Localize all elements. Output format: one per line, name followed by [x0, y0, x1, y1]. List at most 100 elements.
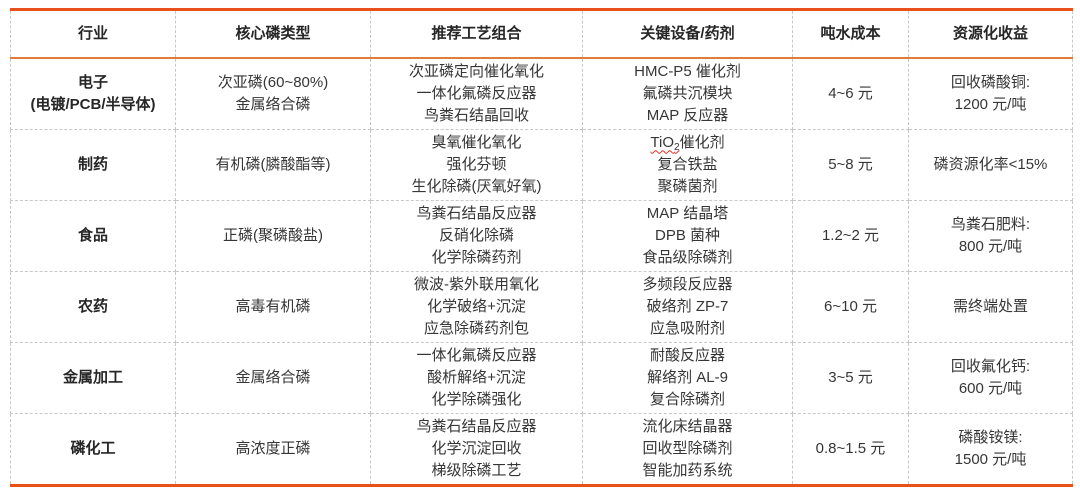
cell-line: 鸟粪石肥料: — [950, 215, 1031, 233]
cell-line: (电镀/PCB/半导体) — [30, 95, 156, 113]
cell-line: 复合除磷剂 — [649, 390, 725, 408]
cell-line: 化学除磷药剂 — [431, 248, 522, 266]
cell-line: 4~6 元 — [828, 84, 873, 102]
cell-line: 强化芬顿 — [446, 155, 507, 173]
cell-equipment: MAP 结晶塔 DPB 菌种 食品级除磷剂 — [582, 199, 793, 272]
cell-line: 磷资源化率<15% — [933, 155, 1048, 173]
cell-line: 6~10 元 — [824, 297, 877, 315]
cell-equipment: 多频段反应器 破络剂 ZP-7 应急吸附剂 — [582, 270, 793, 343]
cell-phosphorus: 正磷(聚磷酸盐) — [175, 199, 371, 272]
cell-line: 800 元/吨 — [958, 237, 1023, 255]
cell-line: 应急吸附剂 — [649, 319, 725, 337]
cell-industry: 农药 — [10, 270, 176, 343]
cell-line: HMC-P5 催化剂 — [634, 62, 741, 80]
cell-line: 梯级除磷工艺 — [431, 461, 522, 479]
cell-benefit: 鸟粪石肥料: 800 元/吨 — [908, 199, 1073, 272]
table-row: 磷化工 高浓度正磷 鸟粪石结晶反应器 化学沉淀回收 梯级除磷工艺 流化床结晶器 回收型除磷剂… — [10, 412, 1073, 487]
cell-process: 臭氧催化氧化 强化芬顿生化除磷(厌氧好氧) — [370, 128, 583, 201]
cell-line: 鸟粪石结晶反应器 — [416, 417, 537, 435]
cell-line: 化学破络+沉淀 — [427, 297, 526, 315]
cell-line: 农药 — [77, 297, 108, 315]
cell-line: 破络剂 ZP-7 — [646, 297, 729, 315]
cell-line: 臭氧催化氧化 — [431, 133, 522, 151]
cell-line: 次亚磷定向催化氧化 — [408, 62, 544, 80]
column-header-process: 推荐工艺组合 — [370, 8, 583, 59]
cell-phosphorus: 次亚磷(60~80%) 金属络合磷 — [175, 57, 371, 130]
cell-cost: 5~8 元 — [792, 128, 909, 201]
cell-line: 电子 — [77, 73, 108, 91]
cell-line: 复合铁盐 — [657, 155, 718, 173]
table-row: 农药 高毒有机磷 微波-紫外联用氧化 化学破络+沉淀 应急除磷药剂包 多频段反应器 破络剂 … — [10, 270, 1073, 343]
cell-line: 金属络合磷 — [235, 368, 311, 386]
cell-line: 食品 — [77, 226, 108, 244]
cell-line: 微波-紫外联用氧化 — [414, 275, 539, 293]
cell-benefit: 磷资源化率<15% — [908, 128, 1073, 201]
cell-line: 5~8 元 — [828, 155, 873, 173]
cell-line: 回收型除磷剂 — [642, 439, 733, 457]
cell-line: 1.2~2 元 — [821, 226, 880, 244]
cell-industry: 食品 — [10, 199, 176, 272]
cell-line: 高毒有机磷 — [235, 297, 311, 315]
cell-line: 3~5 元 — [828, 368, 873, 386]
cell-benefit: 需终端处置 — [908, 270, 1073, 343]
cell-line: 食品级除磷剂 — [642, 248, 733, 266]
cell-line: 1500 元/吨 — [954, 450, 1027, 468]
cell-line: 氟磷共沉模块 — [642, 84, 733, 102]
table-row: 食品 正磷(聚磷酸盐) 鸟粪石结晶反应器 反硝化除磷 化学除磷药剂 MAP 结晶塔 DPB … — [10, 199, 1073, 272]
cell-line: 制药 — [77, 155, 108, 173]
cell-line: 生化除磷(厌氧好氧) — [411, 177, 542, 195]
cell-line: 1200 元/吨 — [954, 95, 1027, 113]
table-row: 制药 有机磷(膦酸酯等) 臭氧催化氧化 强化芬顿 生化除磷(厌氧好氧) TiO2催化剂 复合… — [10, 128, 1073, 201]
cell-equipment: HMC-P5 催化剂 氟磷共沉模块 MAP 反应器 — [582, 57, 793, 130]
cell-line: 次亚磷(60~80%) — [217, 73, 329, 91]
cell-cost: 1.2~2 元 — [792, 199, 909, 272]
cell-line: 鸟粪石结晶回收 — [423, 106, 529, 124]
spellchecked-text: TiO2 — [650, 133, 680, 153]
cell-cost: 6~10 元 — [792, 270, 909, 343]
cell-line: MAP 反应器 — [646, 106, 729, 124]
cell-benefit: 回收氟化钙: 600 元/吨 — [908, 341, 1073, 414]
cell-process: 鸟粪石结晶反应器 化学沉淀回收 梯级除磷工艺 — [370, 412, 583, 487]
cell-line: 流化床结晶器 — [642, 417, 733, 435]
cell-industry: 磷化工 — [10, 412, 176, 487]
cell-benefit: 磷酸铵镁: 1500 元/吨 — [908, 412, 1073, 487]
cell-line: 磷化工 — [70, 439, 116, 457]
table-row: 电子 (电镀/PCB/半导体) 次亚磷(60~80%) 金属络合磷 次亚磷定向催化氧化一… — [10, 57, 1073, 130]
cell-line: 聚磷菌剂 — [657, 177, 718, 195]
cell-cost: 0.8~1.5 元 — [792, 412, 909, 487]
cell-line: 化学除磷强化 — [431, 390, 522, 408]
cell-process: 微波-紫外联用氧化 化学破络+沉淀 应急除磷药剂包 — [370, 270, 583, 343]
cell-line: TiO2催化剂 — [650, 133, 725, 153]
table-header: 行业 核心磷类型 推荐工艺组合 关键设备/药剂 吨水成本 资源化收益 — [10, 8, 1073, 59]
cell-line: 0.8~1.5 元 — [815, 439, 886, 457]
cell-line: 高浓度正磷 — [235, 439, 311, 457]
cell-cost: 3~5 元 — [792, 341, 909, 414]
cell-line: 多频段反应器 — [642, 275, 733, 293]
table-body: 电子 (电镀/PCB/半导体) 次亚磷(60~80%) 金属络合磷 次亚磷定向催化氧化一… — [10, 57, 1073, 487]
column-header-cost: 吨水成本 — [792, 8, 909, 59]
cell-line: 酸析解络+沉淀 — [427, 368, 526, 386]
header-row: 行业 核心磷类型 推荐工艺组合 关键设备/药剂 吨水成本 资源化收益 — [10, 8, 1073, 59]
cell-process: 鸟粪石结晶反应器 反硝化除磷 化学除磷药剂 — [370, 199, 583, 272]
column-header-benefit: 资源化收益 — [908, 8, 1073, 59]
cell-line: 反硝化除磷 — [438, 226, 514, 244]
cell-line: 600 元/吨 — [958, 379, 1023, 397]
cell-line: 耐酸反应器 — [649, 346, 725, 364]
cell-phosphorus: 高毒有机磷 — [175, 270, 371, 343]
cell-benefit: 回收磷酸铜: 1200 元/吨 — [908, 57, 1073, 130]
cell-line: 有机磷(膦酸酯等) — [215, 155, 331, 173]
cell-line: 回收磷酸铜: — [950, 73, 1031, 91]
cell-equipment: TiO2催化剂 复合铁盐聚磷菌剂 — [582, 128, 793, 201]
cell-phosphorus: 有机磷(膦酸酯等) — [175, 128, 371, 201]
column-header-equipment: 关键设备/药剂 — [582, 8, 793, 59]
cell-equipment: 流化床结晶器 回收型除磷剂 智能加药系统 — [582, 412, 793, 487]
cell-phosphorus: 高浓度正磷 — [175, 412, 371, 487]
cell-line: DPB 菌种 — [654, 226, 720, 244]
industry-phosphorus-treatment-table: 行业 核心磷类型 推荐工艺组合 关键设备/药剂 吨水成本 资源化收益 电子 (电镀/PCB/… — [10, 8, 1073, 487]
cell-industry: 制药 — [10, 128, 176, 201]
cell-line: 回收氟化钙: — [950, 357, 1031, 375]
cell-line: 需终端处置 — [952, 297, 1028, 315]
cell-process: 次亚磷定向催化氧化 一体化氟磷反应器 鸟粪石结晶回收 — [370, 57, 583, 130]
cell-process: 一体化氟磷反应器 酸析解络+沉淀 化学除磷强化 — [370, 341, 583, 414]
